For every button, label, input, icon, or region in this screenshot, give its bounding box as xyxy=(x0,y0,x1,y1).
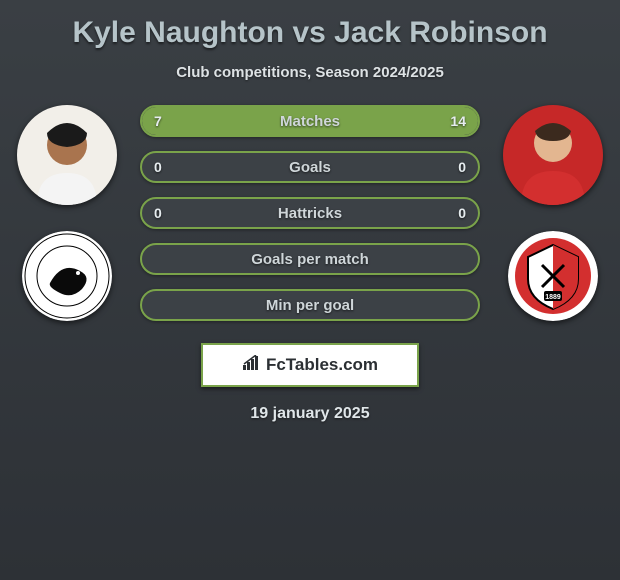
left-player-avatar xyxy=(17,105,117,205)
stats-column: 714Matches 00Goals 00Hattricks Goals per ma… xyxy=(140,105,480,321)
stat-row: Min per goal xyxy=(140,289,480,321)
left-club-badge xyxy=(22,231,112,321)
stat-row: 714Matches xyxy=(140,105,480,137)
brand-text: FcTables.com xyxy=(266,355,378,375)
stat-label: Matches xyxy=(142,107,478,135)
svg-text:1889: 1889 xyxy=(545,294,561,301)
stat-label: Goals per match xyxy=(142,245,478,273)
right-club-badge: 1889 xyxy=(508,231,598,321)
comparison-card: Kyle Naughton vs Jack Robinson Club comp… xyxy=(0,0,620,433)
date-label: 19 january 2025 xyxy=(0,405,620,423)
chart-icon xyxy=(242,355,262,376)
brand-logo: FcTables.com xyxy=(201,343,419,387)
stat-label: Hattricks xyxy=(142,199,478,227)
stat-row: 00Hattricks xyxy=(140,197,480,229)
stat-row: Goals per match xyxy=(140,243,480,275)
right-side: 1889 xyxy=(498,105,608,321)
subtitle: Club competitions, Season 2024/2025 xyxy=(0,64,620,81)
stat-row: 00Goals xyxy=(140,151,480,183)
stat-label: Goals xyxy=(142,153,478,181)
left-side xyxy=(12,105,122,321)
right-player-avatar xyxy=(503,105,603,205)
page-title: Kyle Naughton vs Jack Robinson xyxy=(0,16,620,50)
main-row: 714Matches 00Goals 00Hattricks Goals per ma… xyxy=(0,105,620,321)
stat-label: Min per goal xyxy=(142,291,478,319)
